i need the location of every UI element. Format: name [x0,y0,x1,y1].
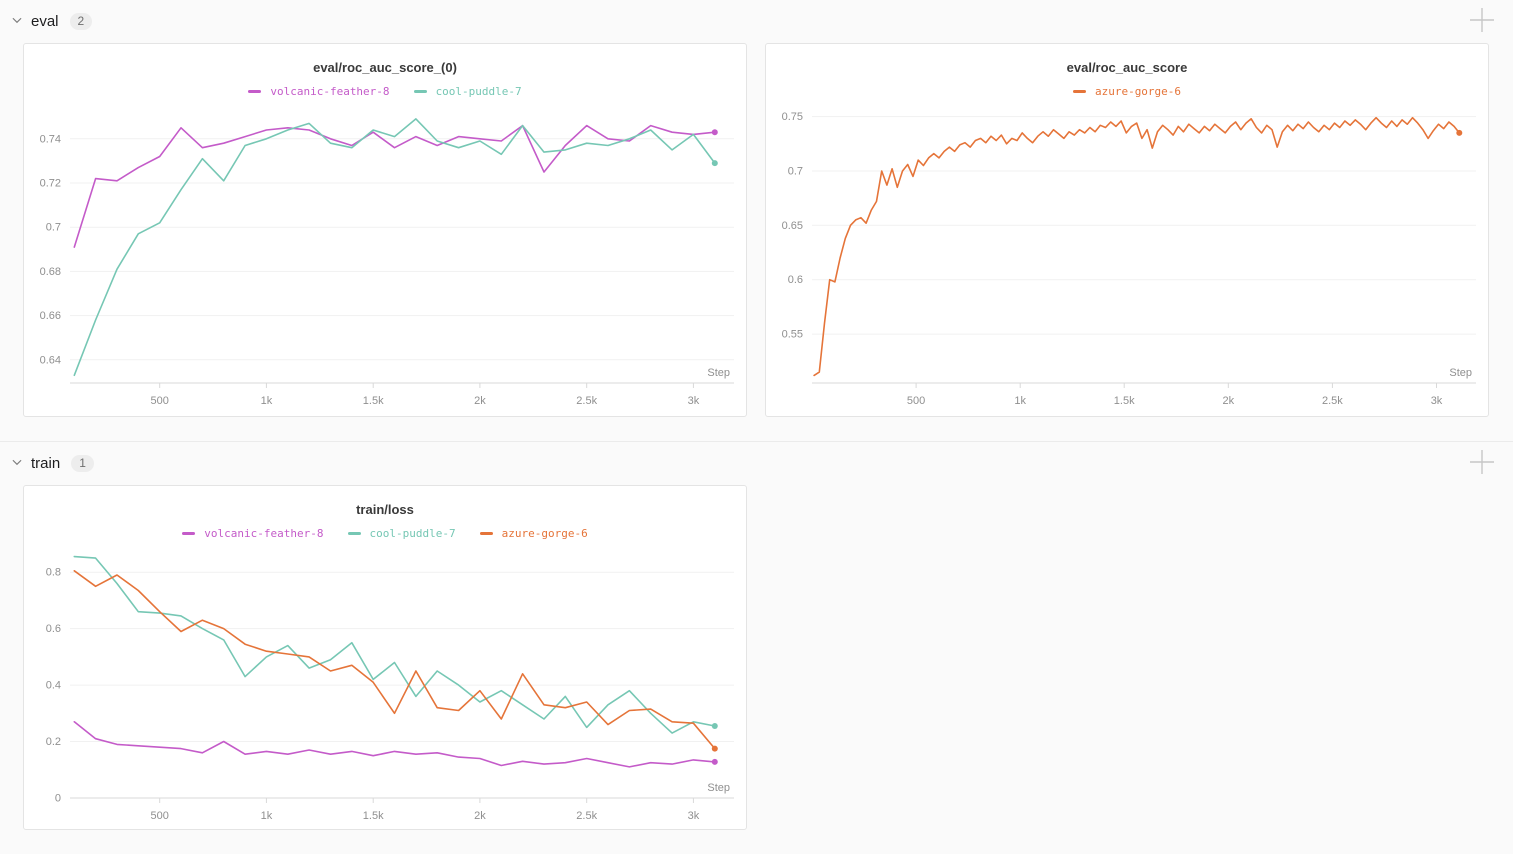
legend-item: volcanic-feather-8 [182,526,324,542]
svg-text:3k: 3k [1431,395,1443,407]
section-title: train [31,454,61,472]
svg-text:1k: 1k [1014,395,1026,407]
legend-run-name: azure-gorge-6 [1094,84,1182,98]
svg-text:0.68: 0.68 [40,266,61,278]
legend-item: cool-puddle-7 [413,84,522,100]
chart-title: eval/roc_auc_score [1066,60,1188,75]
svg-text:1.5k: 1.5k [363,810,384,822]
svg-text:2k: 2k [474,810,486,822]
svg-text:0.6: 0.6 [46,623,61,635]
svg-text:0.65: 0.65 [782,220,803,232]
panel-row: eval/roc_auc_score_(0) volcanic-feather-… [0,43,1513,441]
svg-text:Step: Step [707,782,730,794]
legend-dash-icon [347,532,361,535]
chart-title: eval/roc_auc_score_(0) [313,60,457,75]
add-panel-button[interactable] [1467,447,1497,480]
legend-dash-icon [479,532,493,535]
legend-run-name: cool-puddle-7 [369,526,456,540]
chevron-down-icon [10,455,24,472]
legend-item: cool-puddle-7 [347,526,456,542]
legend-dash-icon [248,90,262,93]
chart-legend: volcanic-feather-8 cool-puddle-7 [24,81,746,100]
legend-run-name: volcanic-feather-8 [204,526,324,540]
legend-run-name: cool-puddle-7 [435,84,522,98]
svg-text:1k: 1k [261,810,273,822]
svg-text:0.75: 0.75 [782,111,803,123]
svg-text:500: 500 [907,395,925,407]
chart-plot-svg[interactable]: 0 0.2 0.4 0.6 0.8 500 1k 1.5k 2k 2.5k 3k Step [30,543,740,828]
svg-text:0.7: 0.7 [788,166,803,178]
svg-text:0.7: 0.7 [46,222,61,234]
add-panel-button[interactable] [1467,5,1497,38]
svg-text:500: 500 [151,395,169,407]
legend-item: azure-gorge-6 [479,526,588,542]
plus-icon [1467,5,1497,38]
svg-text:2k: 2k [1222,395,1234,407]
section-train: train 1 train/loss volcanic-feather-8 coo… [0,441,1513,854]
svg-text:1.5k: 1.5k [363,395,384,407]
legend-item: volcanic-feather-8 [248,84,390,100]
chart-panel-roc-auc-score[interactable]: eval/roc_auc_score azure-gorge-6 0.55 0.6… [765,43,1489,417]
panel-row: train/loss volcanic-feather-8 cool-puddle… [0,485,1513,854]
svg-text:0.6: 0.6 [788,274,803,286]
svg-text:2k: 2k [474,395,486,407]
chart-plot-svg[interactable]: 0.55 0.6 0.65 0.7 0.75 500 1k 1.5k 2k 2.5k 3k Step [772,101,1482,413]
svg-text:Step: Step [707,367,730,379]
svg-text:1k: 1k [261,395,273,407]
chart-panel-roc-auc-score-0[interactable]: eval/roc_auc_score_(0) volcanic-feather-… [23,43,747,417]
panel-count-badge: 1 [71,454,94,472]
chevron-down-icon [10,13,24,30]
svg-text:1.5k: 1.5k [1114,395,1135,407]
legend-run-name: azure-gorge-6 [501,526,588,540]
svg-text:3k: 3k [688,810,700,822]
svg-text:0: 0 [55,793,61,805]
chart-plot-svg[interactable]: 0.64 0.66 0.68 0.7 0.72 0.74 500 1k 1.5k 2k 2.5k 3k… [30,101,740,413]
legend-item: azure-gorge-6 [1072,84,1182,100]
legend-dash-icon [1072,90,1086,93]
svg-text:0.66: 0.66 [40,310,61,322]
svg-text:2.5k: 2.5k [576,395,597,407]
chart-legend: azure-gorge-6 [766,81,1488,100]
section-title: eval [31,12,59,30]
svg-text:500: 500 [151,810,169,822]
svg-text:0.74: 0.74 [40,133,61,145]
svg-text:2.5k: 2.5k [576,810,597,822]
chart-title: train/loss [356,502,414,517]
svg-text:0.4: 0.4 [46,680,61,692]
legend-dash-icon [413,90,427,93]
svg-text:0.2: 0.2 [46,736,61,748]
svg-text:2.5k: 2.5k [1322,395,1343,407]
svg-text:0.64: 0.64 [40,354,61,366]
legend-run-name: volcanic-feather-8 [270,84,390,98]
collapse-section-button[interactable] [10,13,24,30]
chart-panel-train-loss[interactable]: train/loss volcanic-feather-8 cool-puddle… [23,485,747,830]
svg-text:Step: Step [1449,367,1472,379]
chart-legend: volcanic-feather-8 cool-puddle-7 azure-gor… [24,523,746,542]
plus-icon [1467,447,1497,480]
section-eval: eval 2 eval/roc_auc_score_(0) volcanic-f… [0,0,1513,441]
svg-text:0.72: 0.72 [40,178,61,190]
section-header-eval: eval 2 [0,0,1513,43]
legend-dash-icon [182,532,196,535]
section-header-train: train 1 [0,442,1513,485]
svg-text:0.55: 0.55 [782,329,803,341]
panel-count-badge: 2 [69,12,93,30]
svg-text:0.8: 0.8 [46,567,61,579]
collapse-section-button[interactable] [10,455,24,472]
svg-text:3k: 3k [688,395,700,407]
